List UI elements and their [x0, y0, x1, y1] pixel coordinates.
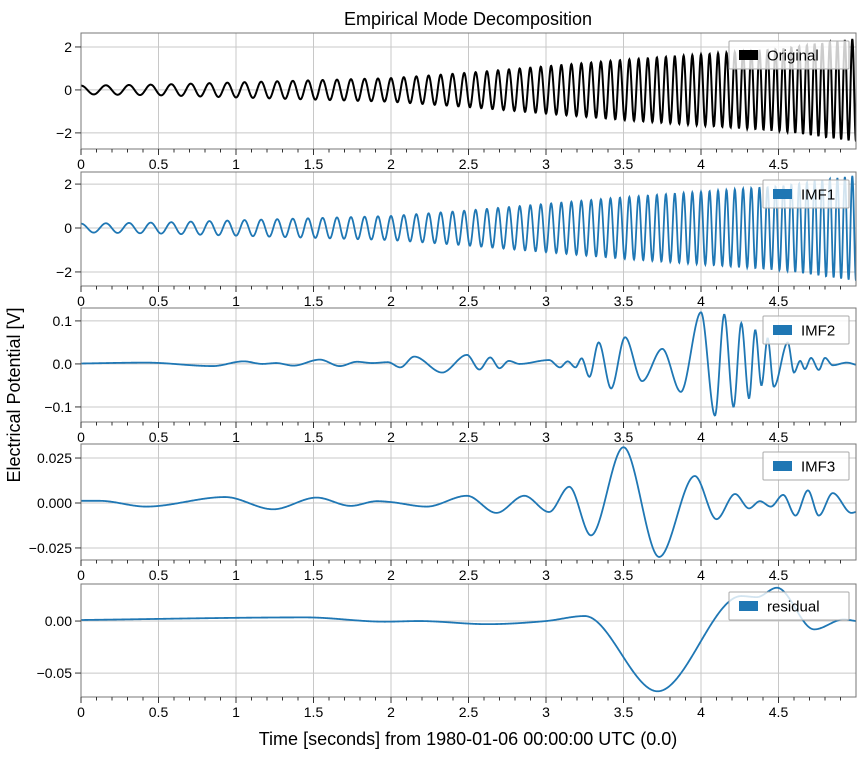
y-tick-label: 0.000	[37, 495, 72, 511]
x-tick-label: 3.5	[614, 156, 634, 172]
series-line-imf2	[81, 311, 856, 417]
x-tick-label: 3	[542, 293, 550, 309]
legend-box	[762, 315, 850, 345]
legend-original: Original	[728, 40, 850, 70]
x-axis-label: Time [seconds] from 1980-01-06 00:00:00 …	[259, 729, 678, 749]
y-tick-label: 0	[64, 82, 72, 98]
x-tick-label: 3.5	[614, 704, 634, 720]
legend-label: residual	[767, 599, 820, 616]
x-tick-label: 2	[387, 704, 395, 720]
legend-swatch	[773, 189, 792, 199]
y-tick-label: 0.00	[45, 613, 72, 629]
y-tick-label: −2	[56, 125, 72, 141]
x-tick-label: 1.5	[304, 156, 324, 172]
legend-imf1: IMF1	[762, 179, 850, 209]
panel-imf2: 0 0.5 1 1.5 2 2.5 3 3.5 4 4.5 0.1 0.0 −0.1 IMF2	[44, 307, 857, 445]
x-tick-label: 4	[697, 156, 705, 172]
x-tick-label: 0.5	[149, 704, 169, 720]
x-tick-label: 2.5	[459, 293, 479, 309]
y-tick-label: 0.1	[53, 313, 73, 329]
series-line-imf1	[81, 175, 856, 281]
legend-label: IMF2	[801, 323, 835, 340]
x-tick-label: 3.5	[614, 567, 634, 583]
x-tick-label: 2	[387, 567, 395, 583]
x-tick-label: 3.5	[614, 293, 634, 309]
x-tick-label: 2.5	[459, 429, 479, 445]
series-line-residual	[81, 586, 856, 693]
series-line-original	[81, 38, 856, 142]
y-tick-label: 2	[64, 176, 72, 192]
panel-original: 0 0.5 1 1.5 2 2.5 3 3.5 4 4.5 2 0 −2 Original	[56, 32, 857, 172]
x-tick-label: 3	[542, 704, 550, 720]
legend-label: IMF1	[801, 187, 835, 204]
x-tick-label: 1	[232, 567, 240, 583]
y-tick-label: 2	[64, 39, 72, 55]
x-tick-label: 1.5	[304, 704, 324, 720]
x-tick-label: 1	[232, 704, 240, 720]
x-tick-label: 1.5	[304, 293, 324, 309]
x-tick-label: 0	[77, 704, 85, 720]
panel-imf3: 0 0.5 1 1.5 2 2.5 3 3.5 4 4.5 0.025 0.000 −0.025 IMF3	[29, 443, 857, 583]
legend-box	[728, 591, 850, 621]
x-tick-label: 3	[542, 156, 550, 172]
x-tick-label: 1.5	[304, 567, 324, 583]
x-tick-label: 4	[697, 704, 705, 720]
x-tick-label: 0.5	[149, 429, 169, 445]
x-tick-label: 1	[232, 293, 240, 309]
x-tick-label: 3	[542, 567, 550, 583]
y-tick-label: −0.1	[44, 399, 72, 415]
legend-residual: residual	[728, 591, 850, 621]
x-tick-label: 2.5	[459, 704, 479, 720]
x-tick-label: 1	[232, 429, 240, 445]
panel-imf1: 0 0.5 1 1.5 2 2.5 3 3.5 4 4.5 2 0 −2 IMF1	[56, 171, 857, 309]
x-tick-label: 4.5	[769, 704, 789, 720]
x-tick-label: 4	[697, 567, 705, 583]
x-tick-label: 0.5	[149, 567, 169, 583]
x-tick-label: 0	[77, 567, 85, 583]
x-tick-label: 2.5	[459, 567, 479, 583]
x-tick-label: 3.5	[614, 429, 634, 445]
x-tick-label: 0.5	[149, 156, 169, 172]
legend-label: Original	[767, 48, 819, 65]
y-tick-label: 0.025	[37, 450, 72, 466]
y-tick-label: −0.025	[29, 540, 72, 556]
legend-box	[762, 451, 850, 481]
panel-residual: 0 0.5 1 1.5 2 2.5 3 3.5 4 4.5 0.00 −0.05 residual	[37, 583, 857, 720]
x-tick-label: 4.5	[769, 567, 789, 583]
x-tick-label: 4.5	[769, 429, 789, 445]
x-tick-label: 2.5	[459, 156, 479, 172]
x-tick-label: 4.5	[769, 156, 789, 172]
y-tick-label: −0.05	[37, 665, 73, 681]
chart-title: Empirical Mode Decomposition	[344, 9, 592, 29]
y-tick-label: 0	[64, 220, 72, 236]
x-tick-label: 3	[542, 429, 550, 445]
legend-swatch	[773, 461, 792, 471]
y-tick-label: −2	[56, 264, 72, 280]
x-tick-label: 1	[232, 156, 240, 172]
y-tick-label: 0.0	[53, 356, 73, 372]
legend-imf3: IMF3	[762, 451, 850, 481]
x-tick-label: 2	[387, 429, 395, 445]
y-axis-label: Electrical Potential [V]	[4, 307, 24, 482]
legend-box	[762, 179, 850, 209]
x-tick-label: 0	[77, 429, 85, 445]
legend-box	[728, 40, 850, 70]
legend-swatch	[773, 325, 792, 335]
x-tick-label: 0	[77, 293, 85, 309]
x-tick-label: 2	[387, 156, 395, 172]
x-tick-label: 1.5	[304, 429, 324, 445]
legend-imf2: IMF2	[762, 315, 850, 345]
x-tick-label: 2	[387, 293, 395, 309]
x-tick-label: 4	[697, 293, 705, 309]
series-line-imf3	[81, 446, 856, 558]
legend-swatch	[739, 601, 758, 611]
legend-swatch	[739, 50, 758, 60]
x-tick-label: 4.5	[769, 293, 789, 309]
x-tick-label: 0	[77, 156, 85, 172]
legend-label: IMF3	[801, 459, 835, 476]
x-tick-label: 0.5	[149, 293, 169, 309]
x-tick-label: 4	[697, 429, 705, 445]
